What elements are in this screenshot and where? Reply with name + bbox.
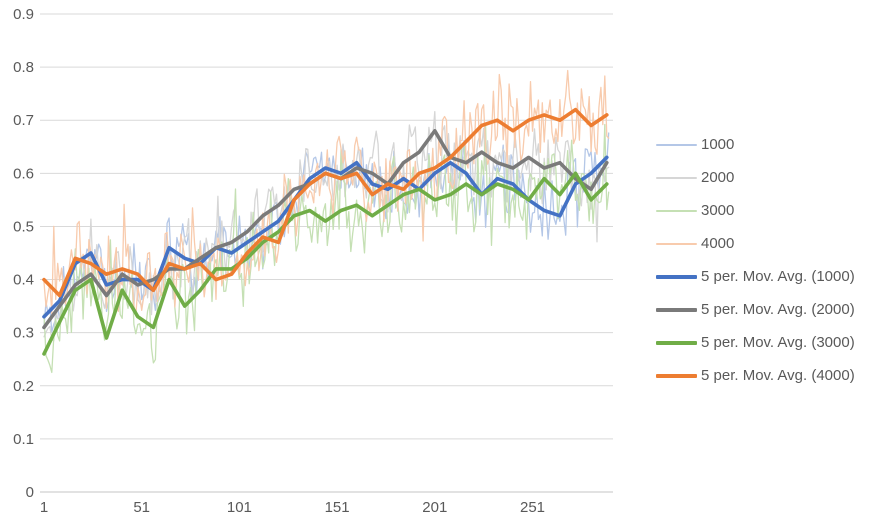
legend-swatch-line [656,275,697,279]
series-line-raw-3000 [43,123,610,374]
legend-swatch-line [656,374,697,378]
x-tick-label: 251 [520,499,545,516]
x-tick-label: 101 [227,499,252,516]
legend-item-label: 5 per. Mov. Avg. (3000) [701,334,855,351]
legend-item-label: 1000 [701,136,735,153]
legend-swatch-line [656,210,697,212]
series-line-raw-4000 [43,69,610,317]
y-tick-label: 0.9 [13,6,34,23]
y-tick-label: 0.3 [13,325,34,342]
y-tick-label: 0 [26,484,34,501]
legend-swatch-line [656,144,697,146]
legend-item-mov-avg-4000: 5 per. Mov. Avg. (4000) [656,366,855,386]
legend-item-mov-avg-1000: 5 per. Mov. Avg. (1000) [656,267,855,287]
y-tick-label: 0.4 [13,272,34,289]
legend-item-label: 5 per. Mov. Avg. (1000) [701,268,855,285]
x-tick-label: 1 [40,499,48,516]
legend-item-label: 5 per. Mov. Avg. (2000) [701,301,855,318]
legend-swatch-line [656,243,697,245]
legend-item-2000: 2000 [656,168,855,188]
legend-swatch-line [656,341,697,345]
legend-item-label: 2000 [701,169,735,186]
legend-item-3000: 3000 [656,201,855,221]
legend-swatch-line [656,177,697,179]
y-tick-label: 0.8 [13,59,34,76]
legend-item-4000: 4000 [656,234,855,254]
x-tick-label: 151 [325,499,350,516]
x-tick-label: 51 [133,499,150,516]
y-tick-label: 0.5 [13,218,34,235]
y-tick-label: 0.6 [13,165,34,182]
y-tick-label: 0.7 [13,112,34,129]
legend: 1000 2000 3000 4000 5 per. Mov. Avg. (10… [656,135,855,399]
legend-swatch-line [656,308,697,312]
series-line-mov-avg-51000 [42,155,609,319]
legend-item-label: 5 per. Mov. Avg. (4000) [701,367,855,384]
legend-item-label: 3000 [701,202,735,219]
legend-item-mov-avg-2000: 5 per. Mov. Avg. (2000) [656,300,855,320]
legend-item-mov-avg-3000: 5 per. Mov. Avg. (3000) [656,333,855,353]
series-line-mov-avg-54000 [42,107,609,298]
legend-item-1000: 1000 [656,135,855,155]
y-tick-label: 0.2 [13,378,34,395]
y-tick-label: 0.1 [13,431,34,448]
x-tick-label: 201 [422,499,447,516]
legend-item-label: 4000 [701,235,735,252]
series-line-mov-avg-53000 [42,171,609,356]
